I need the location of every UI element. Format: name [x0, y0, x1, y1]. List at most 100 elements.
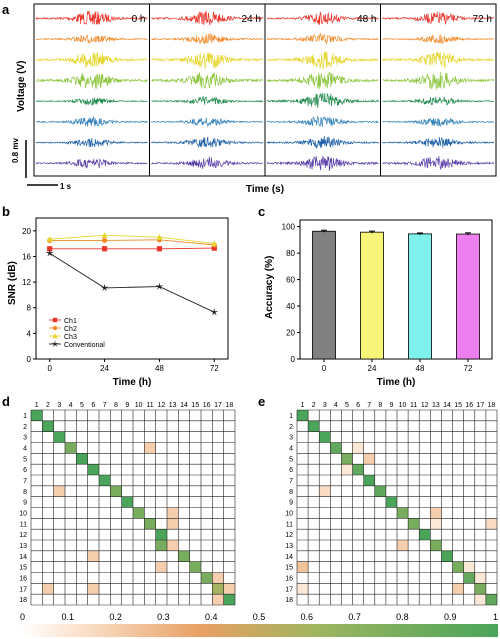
column-label: 16: [203, 402, 211, 409]
voltage-trace: [35, 97, 148, 106]
column-label: 7: [103, 402, 107, 409]
matrix-cell: [189, 561, 201, 573]
matrix-cell: [430, 540, 442, 551]
matrix-cell: [441, 550, 453, 562]
voltage-trace: [151, 96, 264, 105]
series-line: [49, 252, 215, 313]
matrix-cell: [99, 475, 111, 486]
matrix-cell: [212, 583, 224, 595]
matrix-cell: [485, 594, 497, 605]
marker-star: [155, 282, 164, 290]
colorbar-tick-label: 0.9: [444, 612, 457, 622]
matrix-cell: [452, 561, 464, 573]
row-label: 11: [20, 521, 27, 528]
voltage-trace: [266, 11, 379, 25]
matrix-cell: [87, 583, 99, 595]
voltage-trace: [151, 72, 264, 89]
row-label: 18: [19, 597, 27, 604]
column-label: 3: [323, 402, 327, 409]
matrix-cell: [167, 540, 179, 551]
row-label: 15: [285, 565, 293, 572]
accuracy-bar: [360, 231, 384, 360]
time-label: 24 h: [242, 14, 261, 25]
column-label: 5: [345, 402, 349, 409]
panel-label-c: c: [258, 204, 265, 219]
column-label: 4: [69, 402, 73, 409]
voltage-trace: [382, 11, 494, 26]
row-label: 10: [19, 510, 27, 517]
matrix-cell: [297, 561, 309, 573]
matrix-cell: [408, 518, 420, 530]
row-label: 1: [289, 413, 293, 420]
panel-c-xlabel: Time (h): [377, 377, 416, 388]
voltage-trace: [151, 117, 264, 128]
matrix-cell: [485, 518, 497, 530]
matrix-cell: [167, 518, 179, 530]
row-label: 10: [285, 510, 293, 517]
row-label: 12: [285, 532, 293, 539]
x-tick-label: 24: [368, 364, 377, 373]
matrix-cell: [474, 583, 486, 595]
column-label: 8: [114, 402, 118, 409]
matrix-cell: [42, 420, 54, 432]
column-label: 18: [488, 402, 496, 409]
row-label: 6: [23, 467, 27, 474]
marker-square: [52, 317, 58, 323]
row-label: 5: [23, 456, 27, 463]
column-label: 12: [421, 402, 429, 409]
row-label: 18: [285, 597, 293, 604]
y-tick-label: 0: [27, 355, 32, 364]
column-label: 13: [169, 402, 177, 409]
voltage-trace: [35, 157, 148, 169]
matrix-cell: [374, 485, 386, 497]
marker-triangle: [156, 234, 163, 240]
row-label: 3: [289, 435, 293, 442]
matrix-cell: [474, 572, 486, 584]
panel-label-a: a: [2, 2, 10, 17]
voltage-trace: [382, 51, 495, 69]
matrix-cell: [452, 583, 464, 595]
row-label: 7: [289, 478, 293, 485]
row-label: 14: [285, 554, 293, 561]
accuracy-bar: [456, 233, 480, 360]
column-label: 17: [214, 402, 222, 409]
row-label: 4: [289, 445, 293, 452]
column-label: 1: [35, 402, 39, 409]
marker-square: [156, 246, 163, 252]
matrix-cell: [53, 485, 65, 497]
matrix-cell: [463, 572, 475, 584]
panel-a-voltage-traces: 0 h 24 h 48 h 72 h Voltage (V) Time (s) 0.8…: [11, 3, 497, 195]
column-label: 6: [91, 402, 95, 409]
matrix-cell: [144, 442, 156, 454]
matrix-cell: [363, 453, 375, 465]
column-label: 14: [443, 402, 451, 409]
y-tick-label: 12: [22, 278, 31, 287]
voltage-trace: [266, 72, 379, 90]
matrix-cell: [363, 475, 375, 486]
x-tick-label: 48: [155, 364, 164, 373]
y-tick-label: 0: [291, 355, 296, 364]
matrix-cell: [65, 442, 77, 454]
voltage-trace: [267, 92, 379, 108]
row-label: 8: [289, 489, 293, 496]
column-label: 16: [465, 402, 473, 409]
y-tick-label: 60: [286, 276, 295, 285]
voltage-trace: [35, 73, 148, 89]
column-label: 11: [146, 402, 153, 409]
row-label: 17: [285, 586, 293, 593]
voltage-trace: [382, 96, 495, 106]
matrix-cell: [352, 442, 364, 454]
matrix-cell: [31, 410, 43, 421]
marker-triangle: [52, 333, 58, 339]
legend-label: Ch3: [64, 334, 77, 341]
row-label: 13: [19, 543, 27, 550]
matrix-cell: [212, 594, 224, 605]
voltage-trace: [151, 33, 264, 45]
time-scale-label: 1 s: [60, 182, 72, 191]
voltage-trace: [382, 156, 495, 171]
matrix-cell: [397, 507, 409, 519]
column-label: 4: [334, 402, 338, 409]
row-label: 4: [23, 445, 27, 452]
marker-triangle: [101, 232, 108, 238]
row-label: 15: [19, 565, 27, 572]
